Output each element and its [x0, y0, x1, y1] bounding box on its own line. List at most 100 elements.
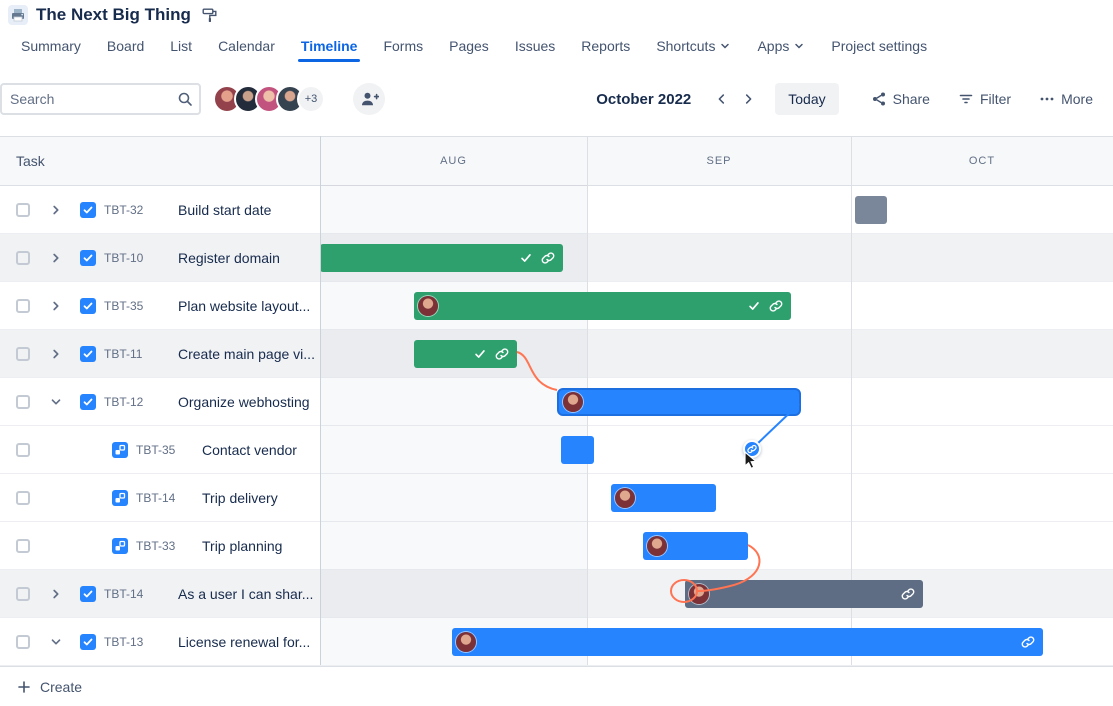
- tab-pages[interactable]: Pages: [449, 38, 489, 54]
- issue-title[interactable]: Organize webhosting: [178, 393, 310, 410]
- gantt-bar[interactable]: [855, 196, 887, 224]
- prev-month-button[interactable]: [709, 86, 735, 112]
- task-row[interactable]: TBT-33 Trip planning: [0, 522, 320, 569]
- task-row[interactable]: TBT-32 Build start date: [0, 186, 320, 233]
- gantt-bar[interactable]: [414, 292, 791, 320]
- chevron-right-icon[interactable]: [48, 346, 64, 362]
- add-people-button[interactable]: [353, 83, 385, 115]
- row-checkbox[interactable]: [16, 634, 30, 649]
- month-label: SEP: [706, 155, 732, 167]
- row-chart[interactable]: [320, 522, 1113, 569]
- issue-title[interactable]: Register domain: [178, 249, 280, 266]
- share-button[interactable]: Share: [861, 83, 940, 115]
- assignee-avatar[interactable]: [647, 536, 667, 556]
- subtask-type-icon: [112, 537, 128, 554]
- assignee-avatar[interactable]: [689, 584, 709, 604]
- tab-forms[interactable]: Forms: [383, 38, 424, 54]
- search-input[interactable]: [0, 83, 201, 115]
- row-chart[interactable]: [320, 282, 1113, 329]
- issue-title[interactable]: Contact vendor: [202, 441, 297, 458]
- gantt-bar[interactable]: [611, 484, 716, 512]
- tab-issues[interactable]: Issues: [514, 38, 556, 54]
- issue-title[interactable]: As a user I can shar...: [178, 585, 314, 602]
- gantt-bar[interactable]: [561, 436, 594, 464]
- task-row[interactable]: TBT-14 As a user I can shar...: [0, 570, 320, 617]
- chevron-right-icon[interactable]: [48, 586, 64, 602]
- row-checkbox[interactable]: [16, 202, 30, 217]
- row-checkbox[interactable]: [16, 394, 30, 409]
- tab-timeline[interactable]: Timeline: [288, 30, 371, 62]
- row-checkbox[interactable]: [16, 298, 30, 313]
- table-row: TBT-10 Register domain: [0, 234, 1113, 282]
- issue-title[interactable]: Trip planning: [202, 537, 283, 554]
- avatar-overflow-badge[interactable]: +3: [297, 85, 325, 113]
- row-chart[interactable]: [320, 618, 1113, 665]
- more-button[interactable]: More: [1029, 83, 1103, 115]
- task-row[interactable]: TBT-11 Create main page vi...: [0, 330, 320, 377]
- row-chart[interactable]: [320, 186, 1113, 233]
- row-chart[interactable]: [320, 234, 1113, 281]
- issue-key: TBT-10: [104, 250, 144, 265]
- gantt-bar-selected[interactable]: [557, 388, 801, 416]
- row-chart[interactable]: [320, 570, 1113, 617]
- tab-summary[interactable]: Summary: [21, 38, 81, 54]
- page-title: The Next Big Thing: [36, 5, 191, 24]
- task-type-icon: [80, 345, 96, 362]
- task-row[interactable]: TBT-35 Contact vendor: [0, 426, 320, 473]
- chevron-down-icon[interactable]: [48, 634, 64, 650]
- chevron-right-icon[interactable]: [48, 250, 64, 266]
- task-row[interactable]: TBT-14 Trip delivery: [0, 474, 320, 521]
- row-checkbox[interactable]: [16, 442, 30, 457]
- row-chart[interactable]: [320, 426, 1113, 473]
- row-checkbox[interactable]: [16, 490, 30, 505]
- gantt-bar[interactable]: [414, 340, 517, 368]
- issue-title[interactable]: Build start date: [178, 201, 272, 218]
- task-row[interactable]: TBT-10 Register domain: [0, 234, 320, 281]
- table-row: TBT-11 Create main page vi...: [0, 330, 1113, 378]
- gantt-bar[interactable]: [320, 244, 563, 272]
- task-row[interactable]: TBT-13 License renewal for...: [0, 618, 320, 665]
- chevron-down-icon[interactable]: [48, 394, 64, 410]
- chevron-right-icon[interactable]: [48, 298, 64, 314]
- assignee-avatar[interactable]: [456, 632, 476, 652]
- gantt-bar[interactable]: [452, 628, 1043, 656]
- tab-board[interactable]: Board: [106, 38, 145, 54]
- row-chart[interactable]: [320, 474, 1113, 521]
- task-type-icon: [80, 297, 96, 314]
- issue-key: TBT-14: [104, 586, 144, 601]
- row-checkbox[interactable]: [16, 538, 30, 553]
- filter-button[interactable]: Filter: [948, 83, 1021, 115]
- tab-apps[interactable]: Apps: [744, 30, 818, 62]
- tab-project-settings[interactable]: Project settings: [831, 38, 928, 54]
- create-issue-button[interactable]: Create: [0, 666, 1113, 706]
- today-button[interactable]: Today: [775, 83, 839, 115]
- tab-shortcuts[interactable]: Shortcuts: [643, 30, 744, 62]
- assignee-avatar[interactable]: [418, 296, 438, 316]
- row-checkbox[interactable]: [16, 250, 30, 265]
- gantt-bar[interactable]: [685, 580, 923, 608]
- task-column-header: Task: [16, 153, 45, 169]
- mouse-cursor: [744, 450, 759, 475]
- gantt-bar[interactable]: [643, 532, 748, 560]
- row-chart[interactable]: [320, 378, 1113, 425]
- next-month-button[interactable]: [735, 86, 761, 112]
- issue-title[interactable]: Plan website layout...: [178, 297, 311, 314]
- tab-calendar[interactable]: Calendar: [218, 38, 275, 54]
- tab-list[interactable]: List: [170, 38, 193, 54]
- assignee-avatar[interactable]: [615, 488, 635, 508]
- row-checkbox[interactable]: [16, 586, 30, 601]
- row-checkbox[interactable]: [16, 346, 30, 361]
- issue-title[interactable]: Create main page vi...: [178, 345, 315, 362]
- issue-key: TBT-13: [104, 634, 144, 649]
- issue-title[interactable]: License renewal for...: [178, 633, 311, 650]
- chevron-right-icon[interactable]: [48, 202, 64, 218]
- row-chart[interactable]: [320, 330, 1113, 377]
- task-row[interactable]: TBT-12 Organize webhosting: [0, 378, 320, 425]
- task-row[interactable]: TBT-35 Plan website layout...: [0, 282, 320, 329]
- assignee-avatar[interactable]: [563, 392, 583, 412]
- tab-reports[interactable]: Reports: [581, 38, 631, 54]
- task-type-icon: [80, 585, 96, 602]
- month-headers: AUG SEP OCT: [320, 137, 1113, 185]
- issue-title[interactable]: Trip delivery: [202, 489, 278, 506]
- paint-roller-icon[interactable]: [199, 4, 221, 26]
